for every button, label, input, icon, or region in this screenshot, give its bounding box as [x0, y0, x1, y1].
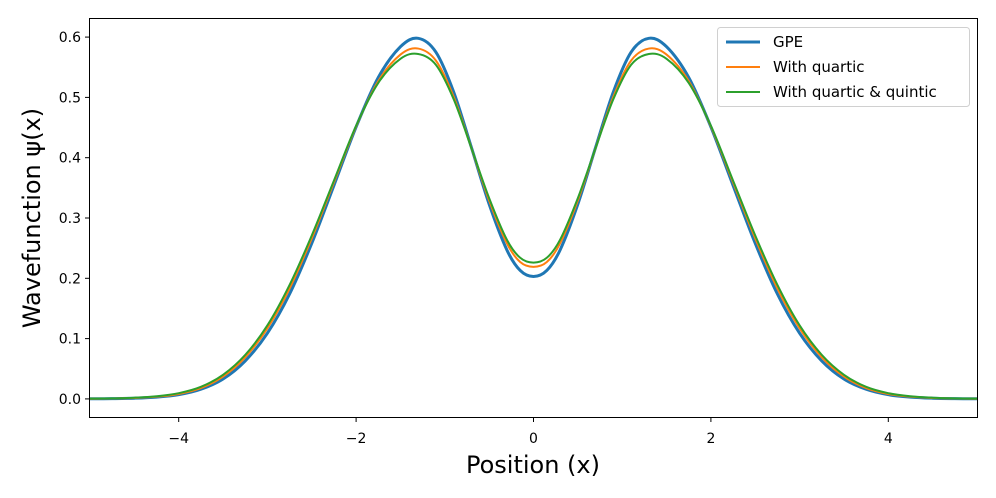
- x-tick-label: −2: [346, 431, 367, 447]
- series-line-0: [89, 36, 978, 401]
- x-tick-label: −4: [168, 431, 189, 447]
- y-tick-label: 0.4: [59, 151, 81, 167]
- y-tick-label: 0.0: [59, 392, 81, 408]
- x-tick-label: 4: [884, 431, 893, 447]
- y-tick-label: 0.2: [59, 271, 81, 287]
- legend: GPE With quartic With quartic & quintic: [717, 27, 970, 107]
- legend-box: [717, 27, 970, 107]
- series-line-1: [89, 47, 978, 400]
- series-layer: [89, 36, 978, 401]
- y-tick-label: 0.1: [59, 332, 81, 348]
- x-axis-title: Position (x): [466, 451, 600, 479]
- y-axis-title: Wavefunction ψ(x): [18, 108, 46, 328]
- x-tick-label: 2: [706, 431, 715, 447]
- y-tick-label: 0.6: [59, 30, 81, 46]
- legend-label: With quartic: [773, 58, 865, 76]
- y-axis: 0.0 0.1 0.2 0.3 0.4 0.5 0.6: [59, 30, 90, 408]
- x-axis: −4 −2 0 2 4: [168, 417, 893, 447]
- y-tick-label: 0.3: [59, 211, 81, 227]
- series-line-2: [89, 52, 978, 400]
- legend-label: With quartic & quintic: [773, 83, 937, 101]
- x-tick-label: 0: [529, 431, 538, 447]
- y-tick-label: 0.5: [59, 90, 81, 106]
- legend-label: GPE: [773, 33, 803, 51]
